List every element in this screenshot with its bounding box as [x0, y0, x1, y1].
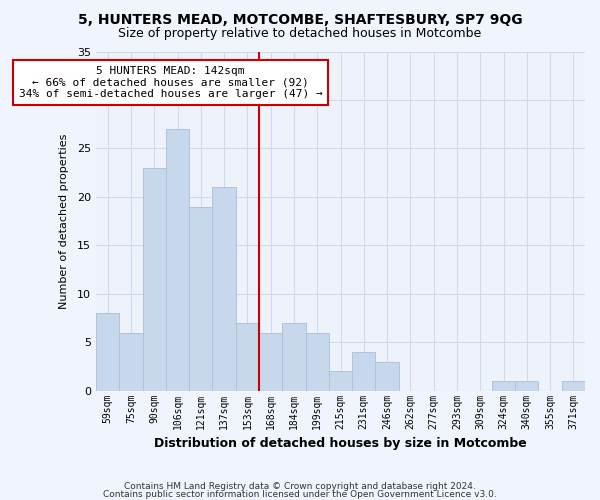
- Bar: [515, 381, 538, 390]
- Text: Contains HM Land Registry data © Crown copyright and database right 2024.: Contains HM Land Registry data © Crown c…: [124, 482, 476, 491]
- Bar: [329, 372, 352, 390]
- Bar: [352, 352, 376, 391]
- Bar: [259, 332, 282, 390]
- Bar: [236, 323, 259, 390]
- Text: Size of property relative to detached houses in Motcombe: Size of property relative to detached ho…: [118, 28, 482, 40]
- Bar: [189, 206, 212, 390]
- Bar: [143, 168, 166, 390]
- Bar: [562, 381, 585, 390]
- Bar: [305, 332, 329, 390]
- Bar: [119, 332, 143, 390]
- Bar: [96, 313, 119, 390]
- Bar: [376, 362, 399, 390]
- Bar: [212, 187, 236, 390]
- Y-axis label: Number of detached properties: Number of detached properties: [59, 134, 68, 309]
- Bar: [166, 129, 189, 390]
- Text: Contains public sector information licensed under the Open Government Licence v3: Contains public sector information licen…: [103, 490, 497, 499]
- Text: 5, HUNTERS MEAD, MOTCOMBE, SHAFTESBURY, SP7 9QG: 5, HUNTERS MEAD, MOTCOMBE, SHAFTESBURY, …: [77, 12, 523, 26]
- Text: 5 HUNTERS MEAD: 142sqm
← 66% of detached houses are smaller (92)
34% of semi-det: 5 HUNTERS MEAD: 142sqm ← 66% of detached…: [19, 66, 322, 99]
- Bar: [492, 381, 515, 390]
- Bar: [282, 323, 305, 390]
- X-axis label: Distribution of detached houses by size in Motcombe: Distribution of detached houses by size …: [154, 437, 527, 450]
